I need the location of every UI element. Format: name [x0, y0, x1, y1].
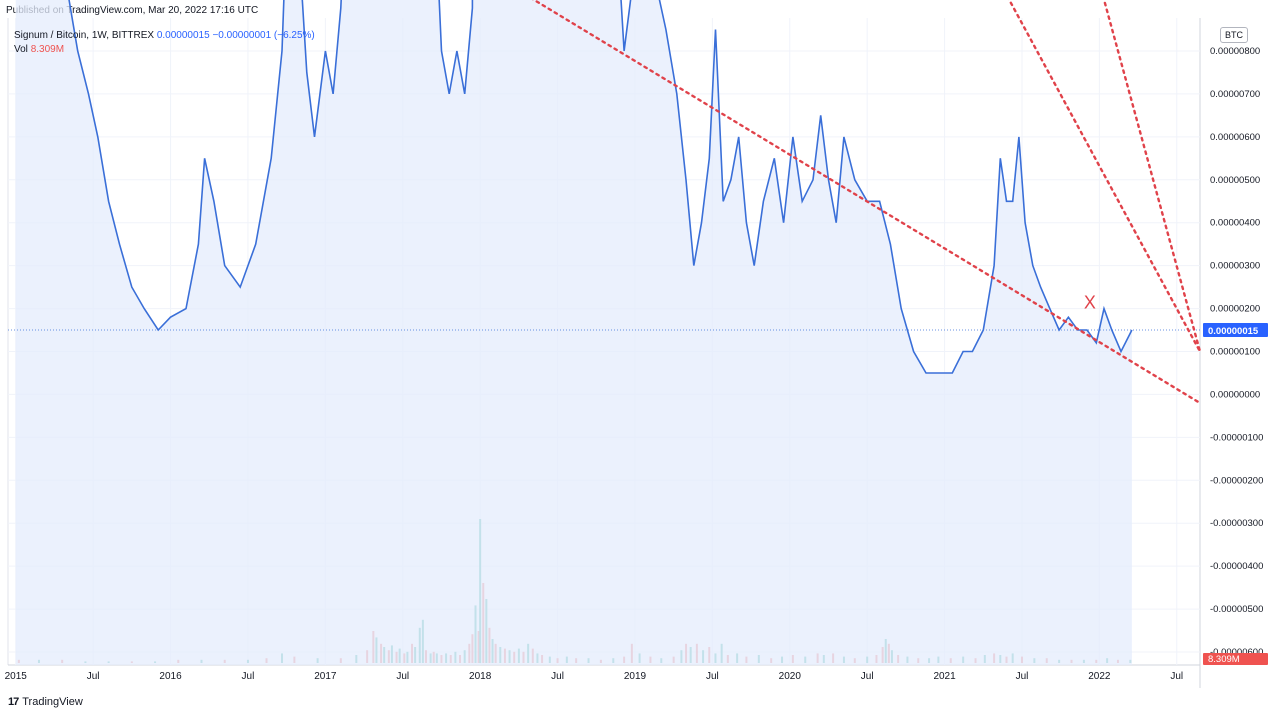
- y-tick-label: 0.00000500: [1210, 175, 1260, 186]
- last-volume-label: 8.309M: [1208, 654, 1240, 665]
- last-price-badge: [1203, 323, 1268, 338]
- x-tick-label: Jul: [861, 671, 874, 682]
- y-tick-label: -0.00000400: [1210, 561, 1263, 572]
- y-tick-label: -0.00000500: [1210, 604, 1263, 615]
- x-tick-label: Jul: [1170, 671, 1183, 682]
- x-tick-label: 2015: [5, 671, 28, 682]
- legend-symbol[interactable]: Signum / Bitcoin, 1W, BITTREX: [14, 30, 155, 41]
- y-tick-label: -0.00000600: [1210, 647, 1263, 658]
- y-tick-label: 0.00000700: [1210, 89, 1260, 100]
- y-tick-label: 0.00000600: [1210, 132, 1260, 143]
- annotation-text: X: [1084, 293, 1096, 313]
- chart-legend: Signum / Bitcoin, 1W, BITTREX 0.00000015…: [14, 29, 315, 56]
- y-tick-label: -0.00000100: [1210, 432, 1263, 443]
- price-area-fill: [15, 0, 1132, 665]
- x-tick-label: 2016: [159, 671, 182, 682]
- x-tick-label: 2018: [469, 671, 492, 682]
- y-tick-label: 0.00000100: [1210, 347, 1260, 358]
- legend-change: −0.00000001 (−6.25%): [212, 30, 315, 41]
- last-volume-badge: [1203, 653, 1268, 665]
- published-header: Published on TradingView.com, Mar 20, 20…: [6, 5, 259, 16]
- legend-vol-value: 8.309M: [30, 44, 65, 55]
- trendline-lower: [531, 0, 1202, 405]
- x-tick-label: Jul: [87, 671, 100, 682]
- y-tick-label: -0.00000200: [1210, 475, 1263, 486]
- legend-price: 0.00000015: [156, 30, 210, 41]
- last-price-label: 0.00000015: [1208, 326, 1259, 337]
- x-tick-label: Jul: [396, 671, 409, 682]
- x-tick-label: 2019: [624, 671, 647, 682]
- trendline-middle: [1007, 0, 1202, 353]
- x-tick-label: Jul: [706, 671, 719, 682]
- x-tick-label: 2017: [314, 671, 337, 682]
- y-tick-label: 0.00000300: [1210, 261, 1260, 272]
- legend-vol-label[interactable]: Vol: [14, 44, 28, 55]
- y-tick-label: 0.00000800: [1210, 46, 1260, 57]
- x-tick-label: 2020: [779, 671, 802, 682]
- y-tick-label: -0.00000300: [1210, 518, 1263, 529]
- footer-brand[interactable]: 17 TradingView: [8, 696, 83, 708]
- y-tick-label: 0.00000200: [1210, 304, 1260, 315]
- price-line: [68, 0, 1133, 374]
- footer-brand-text: TradingView: [22, 696, 83, 708]
- x-tick-label: 2022: [1088, 671, 1111, 682]
- currency-badge[interactable]: BTC: [1220, 27, 1248, 43]
- x-tick-label: Jul: [551, 671, 564, 682]
- tradingview-logo-icon: 17: [8, 696, 19, 708]
- y-tick-label: 0.00000400: [1210, 218, 1260, 229]
- x-tick-label: 2021: [933, 671, 956, 682]
- y-tick-label: 0.00000000: [1210, 389, 1260, 400]
- x-tick-label: Jul: [242, 671, 255, 682]
- x-tick-label: Jul: [1016, 671, 1029, 682]
